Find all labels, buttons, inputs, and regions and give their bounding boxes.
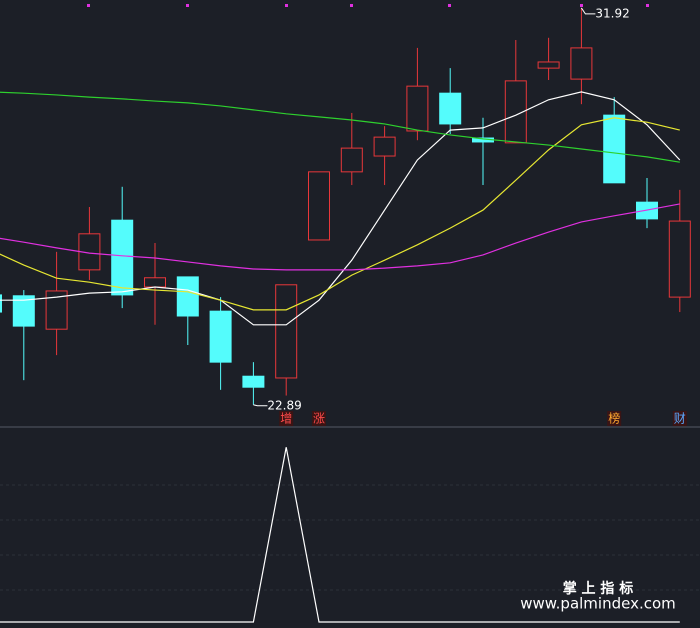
grid [0,484,700,591]
annotation-label: 22.89 [267,398,301,412]
candle-body [439,92,462,125]
candles [0,7,691,405]
candle-body [275,284,298,379]
candle-body [0,294,2,313]
dot [87,4,90,7]
candle-body [111,219,134,296]
watermark-url: www.palmindex.com [520,595,676,613]
dot [186,4,189,7]
annotation-arrow [253,404,268,407]
candle-body [340,147,363,173]
signal-badge [672,411,687,426]
candle-body [570,47,593,80]
signal-label: 榜 [608,411,620,426]
series-line [0,447,680,623]
candle-body [504,80,527,144]
dot [580,4,583,7]
signal-label: 涨 [313,411,325,426]
signal-badge [279,411,294,426]
candle-body [176,276,199,317]
signal-label: 增 [280,412,292,426]
candle-body [373,136,396,157]
series-line [0,203,680,271]
series-line [0,91,680,163]
signal-badge [312,411,326,426]
series-line [0,91,681,326]
top-dots [87,4,649,7]
signal-badge [607,411,622,426]
dot [350,4,353,7]
candle-body [537,61,560,69]
candle-body [45,290,68,330]
candle-body [209,310,232,363]
watermark-title: 掌 上 指 标 [563,580,634,597]
candle-body [308,171,330,241]
annotation-arrow [580,7,596,15]
candle-body [603,114,626,184]
candle-body [406,85,429,132]
candle-body [12,295,35,327]
dot [448,4,451,7]
candle-body [144,277,166,288]
annotation-label: 31.92 [595,6,629,20]
candle-body [668,220,691,298]
signal-label: 财 [674,412,686,426]
dot [285,4,288,7]
series-line [0,117,680,311]
candle-body [242,375,265,388]
dot [646,4,649,7]
